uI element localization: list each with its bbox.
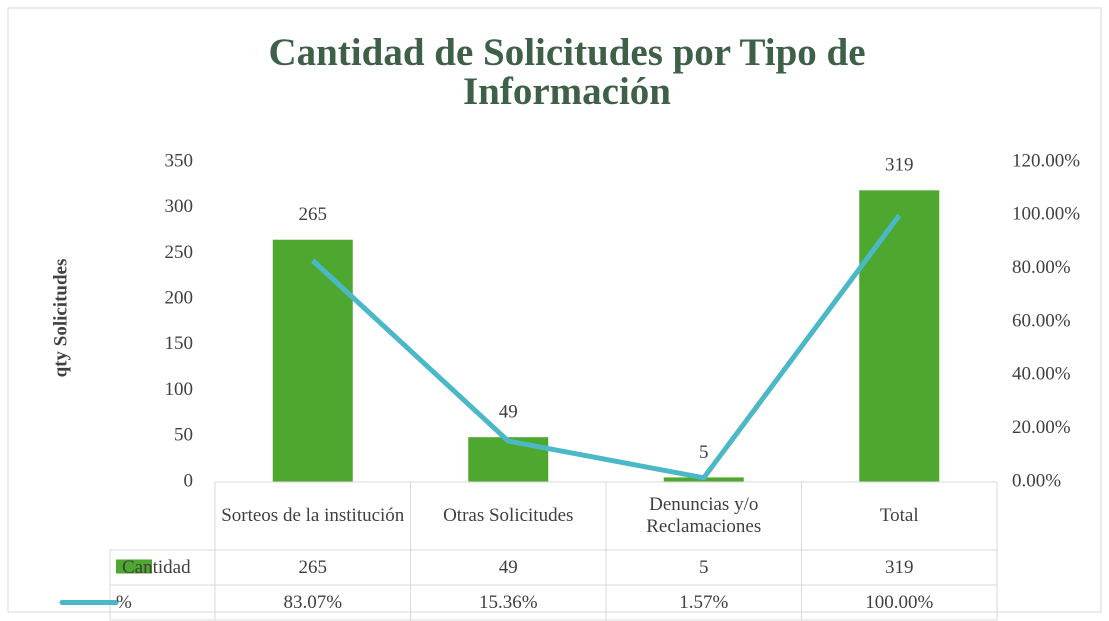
y-axis-label: qty Solicitudes bbox=[50, 259, 71, 378]
table-value: 265 bbox=[298, 556, 328, 578]
table-value: 319 bbox=[885, 556, 914, 578]
category-label: Total bbox=[879, 505, 919, 526]
y-tick-label: 200 bbox=[165, 288, 194, 309]
y2-tick-label: 80.00% bbox=[1012, 257, 1071, 278]
data-label: 49 bbox=[499, 402, 518, 423]
y2-tick-label: 0.00% bbox=[1012, 470, 1061, 491]
legend-label: % bbox=[116, 591, 132, 613]
table-value: 83.07% bbox=[283, 591, 343, 613]
y-tick-label: 150 bbox=[165, 333, 194, 354]
data-label: 5 bbox=[699, 442, 709, 463]
chart-title: Cantidad de Solicitudes por Tipo de Info… bbox=[268, 31, 866, 113]
line bbox=[311, 213, 902, 481]
y2-tick-label: 100.00% bbox=[1012, 204, 1080, 225]
legend-label: Cantidad bbox=[122, 556, 191, 578]
data-label: 319 bbox=[885, 155, 914, 176]
y-tick-label: 350 bbox=[165, 150, 194, 171]
category-label: Otras Solicitudes bbox=[443, 505, 574, 526]
table-value: 49 bbox=[498, 556, 518, 578]
table-value: 100.00% bbox=[865, 591, 934, 613]
y2-tick-label: 60.00% bbox=[1012, 310, 1071, 331]
data-label: 265 bbox=[299, 204, 328, 225]
y2-tick-label: 20.00% bbox=[1012, 417, 1071, 438]
y-tick-label: 0 bbox=[184, 470, 194, 491]
y-tick-label: 300 bbox=[165, 196, 194, 217]
category-label: Denuncias y/o Reclamaciones bbox=[646, 494, 762, 537]
y2-tick-label: 120.00% bbox=[1012, 150, 1080, 171]
category-label: Sorteos de la institución bbox=[221, 505, 405, 526]
legend-key bbox=[116, 559, 152, 574]
bar bbox=[272, 239, 353, 482]
y-tick-label: 250 bbox=[165, 242, 194, 263]
table-value: 1.57% bbox=[679, 591, 729, 613]
table-value: 15.36% bbox=[478, 591, 538, 613]
table-value: 5 bbox=[699, 556, 709, 578]
bar bbox=[859, 190, 940, 483]
y2-tick-label: 40.00% bbox=[1012, 364, 1071, 385]
y-tick-label: 100 bbox=[165, 379, 194, 400]
chart-border bbox=[7, 7, 1102, 613]
y-tick-label: 50 bbox=[174, 425, 193, 446]
